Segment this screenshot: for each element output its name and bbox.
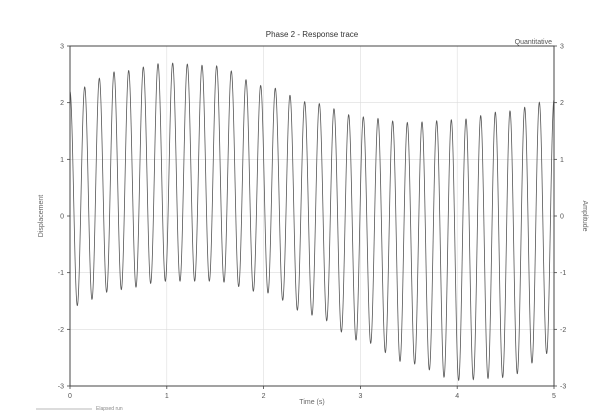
y-tick-label-right: -1 (560, 270, 566, 277)
x-tick-label: 2 (262, 393, 266, 400)
series-layer (69, 62, 555, 382)
y-tick-label-left: 0 (60, 214, 64, 221)
y-tick-label-left: 3 (60, 44, 64, 51)
y-tick-label-right: -2 (560, 327, 566, 334)
y-axis-label-left: Displacement (38, 195, 45, 237)
x-tick-label: 4 (455, 393, 459, 400)
x-tick-label: 5 (552, 393, 556, 400)
corner-note: Quantitative (515, 39, 552, 46)
y-tick-label-right: -3 (560, 384, 566, 391)
y-tick-label-right: 0 (560, 214, 564, 221)
y-tick-label-left: -1 (58, 270, 64, 277)
chart-title: Phase 2 - Response trace (266, 30, 359, 39)
y-tick-label-right: 3 (560, 44, 564, 51)
y-axis-label-right: Amplitude (581, 200, 588, 231)
y-tick-label-left: 2 (60, 100, 64, 107)
y-tick-label-left: 1 (60, 157, 64, 164)
x-tick-label: 0 (68, 393, 72, 400)
series-line (69, 62, 555, 382)
x-tick-label: 3 (358, 393, 362, 400)
y-tick-label-right: 1 (560, 157, 564, 164)
x-tick-label: 1 (165, 393, 169, 400)
ticks: 0 1 2 3 4 5 3 3 2 2 1 1 0 0 -1 -1 -2 -2 -3 -3 (58, 44, 567, 401)
y-tick-label-left: -3 (58, 384, 64, 391)
y-tick-label-right: 2 (560, 100, 564, 107)
footer-note: Elapsed run (96, 406, 123, 412)
x-axis-label: Time (s) (299, 399, 324, 406)
y-tick-label-left: -2 (58, 327, 64, 334)
